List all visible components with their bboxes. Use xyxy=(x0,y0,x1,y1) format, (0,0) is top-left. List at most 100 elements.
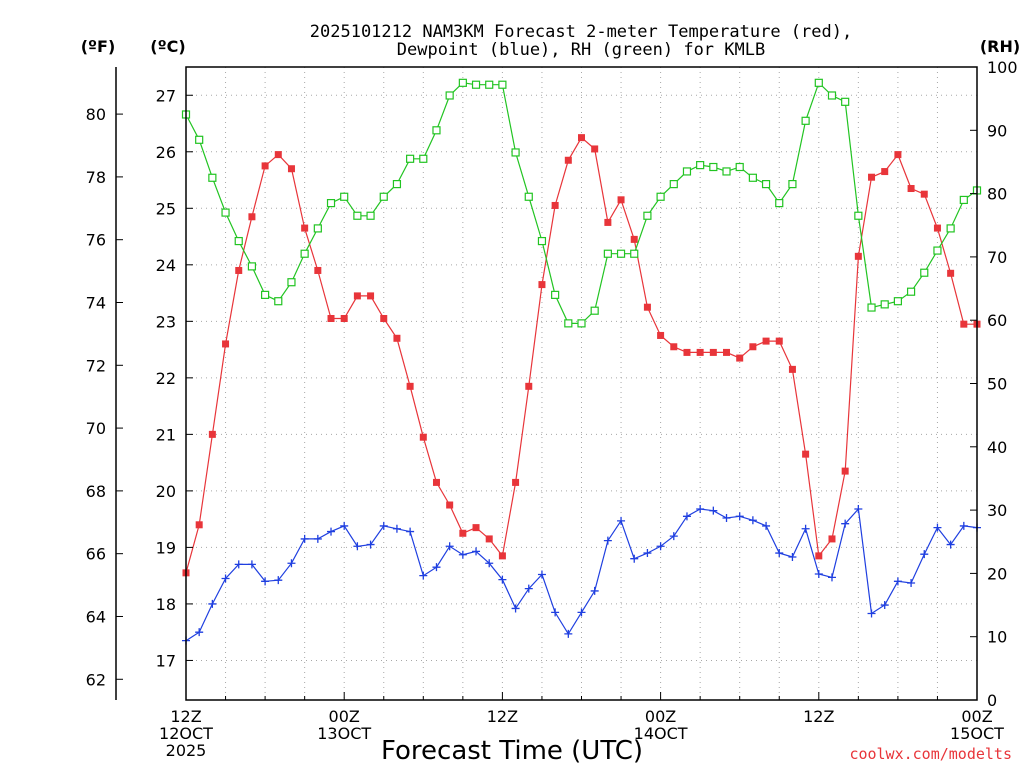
temperature-point-21 xyxy=(459,529,467,537)
dewpoint-point-40 xyxy=(709,506,718,515)
fahrenheit-tick-label-72: 72 xyxy=(86,356,106,375)
x-tick-label-12-1: 13OCT xyxy=(317,724,371,743)
rh-point-1 xyxy=(195,135,204,144)
temperature-point-42 xyxy=(736,354,744,362)
rh-point-23 xyxy=(485,80,494,89)
fahrenheit-tick-label-68: 68 xyxy=(86,482,106,501)
rh-point-5 xyxy=(247,262,257,271)
fahrenheit-tick-label-64: 64 xyxy=(86,607,106,626)
rh-point-38 xyxy=(682,167,692,176)
dewpoint-point-17 xyxy=(406,527,415,536)
dewpoint-point-8 xyxy=(287,559,296,568)
rh-point-36 xyxy=(656,192,665,201)
rh-point-27 xyxy=(537,236,547,246)
rh-tick-label-90: 90 xyxy=(987,121,1007,140)
dewpoint-point-36 xyxy=(656,542,665,551)
rh-point-24 xyxy=(498,80,507,89)
rh-point-17 xyxy=(406,154,415,163)
dewpoint-point-19 xyxy=(432,563,441,572)
dewpoint-point-58 xyxy=(946,540,955,549)
temperature-point-9 xyxy=(301,224,309,232)
temperature-point-1 xyxy=(195,521,203,529)
x-tick-label-0-1: 12OCT xyxy=(159,724,213,743)
temperature-point-17 xyxy=(406,382,414,390)
dewpoint-point-51 xyxy=(854,504,863,513)
dewpoint-point-7 xyxy=(274,576,283,585)
gridlines xyxy=(186,67,977,700)
temperature-point-36 xyxy=(657,331,665,339)
temperature-point-5 xyxy=(248,213,256,221)
temperature-point-43 xyxy=(749,343,757,351)
rh-point-53 xyxy=(880,300,889,309)
dewpoint-point-45 xyxy=(775,549,784,558)
dewpoint-point-29 xyxy=(564,629,573,638)
dewpoint-point-20 xyxy=(445,542,454,551)
x-axis-label: Forecast Time (UTC) xyxy=(381,736,643,766)
rh-point-35 xyxy=(643,211,652,220)
rh-point-31 xyxy=(590,306,599,315)
rh-point-32 xyxy=(603,249,612,258)
temperature-point-13 xyxy=(353,292,361,300)
temperature-point-53 xyxy=(881,168,889,176)
celsius-tick-label-23: 23 xyxy=(156,312,176,331)
celsius-tick-label-22: 22 xyxy=(156,369,176,388)
rh-tick-label-70: 70 xyxy=(987,248,1007,267)
x-tick-label-36-0: 00Z xyxy=(645,707,676,726)
rh-axis-unit: (RH) xyxy=(980,37,1020,56)
celsius-tick-label-17: 17 xyxy=(156,651,176,670)
dewpoint-point-14 xyxy=(366,540,375,549)
rh-point-57 xyxy=(933,246,942,255)
rh-point-20 xyxy=(445,91,454,100)
temperature-point-30 xyxy=(578,134,585,142)
x-tick-label-24-0: 12Z xyxy=(487,707,518,726)
x-tick-label-0-0: 12Z xyxy=(170,707,201,726)
rh-point-39 xyxy=(696,161,705,170)
rh-point-11 xyxy=(326,198,336,208)
celsius-tick-label-19: 19 xyxy=(156,538,176,557)
temperature-point-51 xyxy=(854,252,862,260)
dewpoint-point-54 xyxy=(893,577,902,586)
temperature-point-10 xyxy=(314,266,322,274)
dewpoint-point-9 xyxy=(300,534,309,543)
rh-point-45 xyxy=(775,198,784,208)
rh-point-41 xyxy=(722,167,731,176)
dewpoint-point-22 xyxy=(472,547,481,556)
rh-point-13 xyxy=(353,211,362,220)
fahrenheit-tick-label-66: 66 xyxy=(86,545,106,564)
celsius-tick-label-24: 24 xyxy=(156,256,176,275)
rh-point-15 xyxy=(379,192,388,201)
credit-link[interactable]: coolwx.com/modelts xyxy=(849,745,1012,763)
celsius-tick-label-27: 27 xyxy=(156,86,176,105)
temperature-point-55 xyxy=(907,185,915,193)
temperature-point-23 xyxy=(485,535,493,543)
dewpoint-point-3 xyxy=(221,574,230,583)
temperature-point-2 xyxy=(208,430,216,438)
rh-tick-label-30: 30 xyxy=(987,501,1007,520)
rh-point-48 xyxy=(814,78,823,87)
dewpoint-point-44 xyxy=(762,521,771,530)
x-tick-label-0-2: 2025 xyxy=(166,741,207,760)
temperature-point-32 xyxy=(604,218,612,226)
dewpoint-point-1 xyxy=(195,628,204,637)
rh-tick-label-40: 40 xyxy=(987,438,1007,457)
dewpoint-point-41 xyxy=(722,514,731,523)
temperature-point-37 xyxy=(670,343,678,351)
temperature-point-46 xyxy=(788,365,796,373)
dewpoint-series-line xyxy=(185,507,978,642)
temperature-point-12 xyxy=(340,315,348,323)
rh-point-2 xyxy=(208,173,217,182)
x-tick-label-60-1: 15OCT xyxy=(950,724,1004,743)
temperature-point-35 xyxy=(643,303,651,311)
rh-point-4 xyxy=(234,236,243,246)
temperature-point-3 xyxy=(222,340,230,348)
temperature-point-49 xyxy=(828,535,836,543)
rh-point-55 xyxy=(906,287,916,296)
dewpoint-point-53 xyxy=(880,601,889,610)
dewpoint-point-26 xyxy=(524,584,533,593)
dewpoint-point-2 xyxy=(208,599,217,608)
rh-point-56 xyxy=(920,268,929,277)
temperature-point-39 xyxy=(696,348,704,356)
temperature-point-45 xyxy=(775,337,783,345)
rh-point-16 xyxy=(392,180,402,189)
rh-point-6 xyxy=(261,290,270,299)
